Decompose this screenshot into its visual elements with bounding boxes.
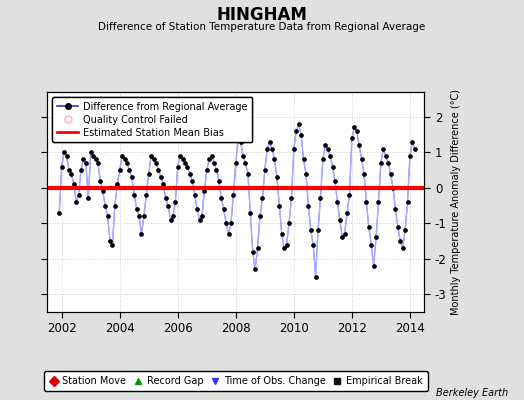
Text: Berkeley Earth: Berkeley Earth <box>436 388 508 398</box>
Y-axis label: Monthly Temperature Anomaly Difference (°C): Monthly Temperature Anomaly Difference (… <box>451 89 461 315</box>
Text: Difference of Station Temperature Data from Regional Average: Difference of Station Temperature Data f… <box>99 22 425 32</box>
Text: HINGHAM: HINGHAM <box>216 6 308 24</box>
Legend: Difference from Regional Average, Quality Control Failed, Estimated Station Mean: Difference from Regional Average, Qualit… <box>52 97 253 142</box>
Legend: Station Move, Record Gap, Time of Obs. Change, Empirical Break: Station Move, Record Gap, Time of Obs. C… <box>44 372 428 391</box>
